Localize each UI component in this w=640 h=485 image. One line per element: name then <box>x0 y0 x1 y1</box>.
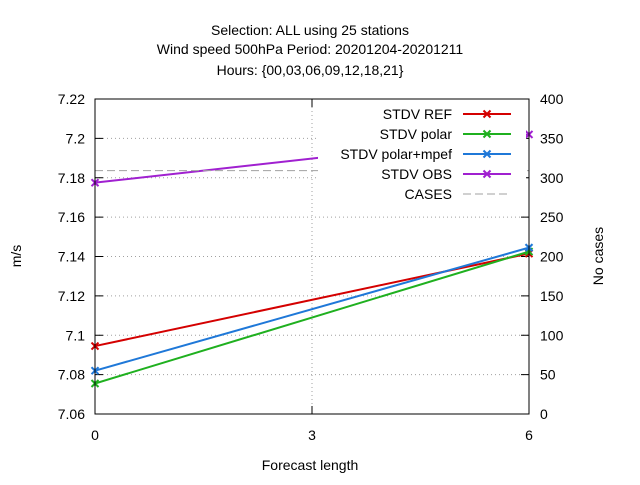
marker-stroke <box>482 169 492 179</box>
legend-background <box>318 164 526 184</box>
title-line-1: Selection: ALL using 25 stations <box>211 22 409 38</box>
legend-label: STDV polar+mpef <box>340 146 452 162</box>
y-tick-label: 7.18 <box>58 170 85 186</box>
marker-stroke <box>482 149 492 159</box>
marker-stroke <box>482 129 492 139</box>
legend-background <box>318 104 526 124</box>
series-line-1 <box>94 250 530 385</box>
title-line-3: Hours: {00,03,06,09,12,18,21} <box>217 62 404 78</box>
y2-axis-label: No cases <box>590 227 606 285</box>
y-axis-ticks: 7.06 7.08 7.1 7.12 7.14 7.16 7.18 7.2 7.22 <box>58 91 103 422</box>
y-tick-label: 7.2 <box>66 130 86 146</box>
legend-background <box>318 184 526 204</box>
series-layer <box>90 130 534 388</box>
grid <box>95 99 529 414</box>
y-tick-label: 7.1 <box>66 327 86 343</box>
y2-axis-ticks: 0 50 100 150 200 250 300 350 400 <box>521 91 564 422</box>
x-tick-label: 0 <box>91 427 99 443</box>
y-tick-label: 7.22 <box>58 91 85 107</box>
x-tick-label: 3 <box>308 427 316 443</box>
y-tick-label: 7.06 <box>58 406 85 422</box>
legend-label: STDV REF <box>383 106 452 122</box>
legend: STDV REF STDV polar STDV polar+mpef STDV OB… <box>318 104 526 204</box>
legend-marker <box>482 149 492 159</box>
y2-tick-label: 200 <box>540 249 564 265</box>
x-tick-label: 6 <box>525 427 533 443</box>
y2-tick-label: 350 <box>540 130 564 146</box>
plot-frame <box>94 98 530 415</box>
y2-tick-label: 100 <box>540 327 564 343</box>
legend-label: CASES <box>405 186 452 202</box>
legend-marker <box>482 169 492 179</box>
y-tick-label: 7.14 <box>58 249 85 265</box>
legend-marker <box>482 109 492 119</box>
y-axis-label: m/s <box>8 245 24 268</box>
y2-tick-label: 0 <box>540 406 548 422</box>
title-line-2: Wind speed 500hPa Period: 20201204-20201… <box>157 41 464 57</box>
marker-stroke <box>482 109 492 119</box>
legend-label: STDV polar <box>380 126 453 142</box>
y2-tick-label: 300 <box>540 170 564 186</box>
legend-label: STDV OBS <box>381 166 452 182</box>
legend-marker <box>482 129 492 139</box>
y-tick-label: 7.16 <box>58 209 85 225</box>
y2-tick-label: 150 <box>540 288 564 304</box>
series-line-2 <box>94 246 530 372</box>
x-axis-label: Forecast length <box>262 457 359 473</box>
y-tick-label: 7.08 <box>58 367 85 383</box>
y2-tick-label: 400 <box>540 91 564 107</box>
legend-background <box>318 144 526 164</box>
legend-background <box>318 124 526 144</box>
y-tick-label: 7.12 <box>58 288 85 304</box>
y2-tick-label: 50 <box>540 367 556 383</box>
y2-tick-label: 250 <box>540 209 564 225</box>
